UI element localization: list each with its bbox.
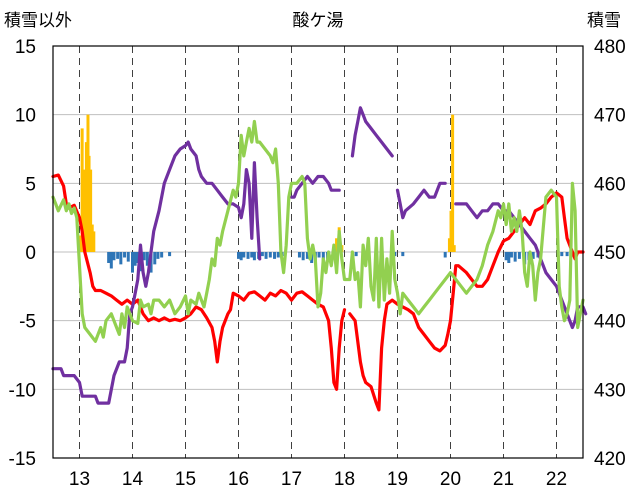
wind-line [51, 119, 585, 343]
negative-bar [301, 252, 305, 261]
precip-bar [87, 155, 91, 252]
x-tick-label: 18 [334, 469, 355, 490]
negative-bar [119, 252, 123, 265]
negative-bar [297, 252, 301, 258]
y-right-tick-label: 480 [594, 37, 626, 58]
negative-bar [250, 252, 254, 258]
x-tick-label: 19 [387, 469, 408, 490]
precip-bar [451, 114, 455, 253]
negative-bar [268, 252, 272, 258]
negative-bar [142, 252, 146, 261]
negative-bar [504, 252, 508, 261]
negative-bar [273, 252, 277, 259]
negative-bar [246, 252, 250, 259]
chart-title: 酸ケ湯 [293, 11, 344, 31]
negative-bar [305, 252, 309, 259]
y-left-tick-label: 0 [25, 243, 36, 264]
negative-bar [321, 252, 325, 262]
x-tick-label: 21 [493, 469, 514, 490]
x-tick-label: 20 [440, 469, 461, 490]
y-right-tick-label: 430 [594, 380, 626, 401]
negative-bar [239, 252, 243, 261]
precip-bar [89, 169, 93, 252]
negative-bar [513, 252, 517, 262]
temperature-line [348, 191, 585, 412]
temperature-line [51, 173, 347, 391]
negative-bar [354, 252, 358, 257]
y-right-axis-title: 積雪 [587, 11, 621, 31]
negative-bar [509, 252, 513, 258]
negative-bar [443, 252, 447, 258]
precip-bar [449, 210, 453, 252]
snow_depth-line [395, 181, 447, 220]
negative-bar [156, 252, 160, 259]
precip-bar [79, 235, 83, 252]
negative-bar [276, 252, 280, 258]
negative-bar [260, 252, 264, 257]
negative-bar [242, 252, 246, 258]
negative-bar [107, 252, 111, 263]
x-tick-label: 14 [122, 469, 144, 490]
negative-bar [168, 252, 172, 257]
precip-bar [90, 224, 94, 252]
negative-bar [160, 252, 164, 258]
plot-frame [52, 45, 584, 459]
negative-bar [565, 252, 569, 257]
negative-bar [401, 252, 405, 257]
y-left-tick-label: 10 [15, 106, 36, 127]
y-right-tick-label: 470 [594, 106, 626, 127]
y-left-tick-label: -15 [9, 449, 36, 470]
x-tick-label: 17 [281, 469, 302, 490]
negative-bar [126, 252, 130, 262]
precip-bar [80, 128, 84, 252]
y-right-tick-label: 440 [594, 312, 626, 333]
negative-bar [109, 252, 113, 269]
snow_depth-line [289, 174, 341, 199]
y-left-tick-label: -10 [9, 380, 36, 401]
precip-bar [452, 245, 456, 252]
snow_depth-line [454, 202, 588, 330]
precip-bar [447, 238, 451, 252]
negative-bar [317, 252, 321, 258]
negative-bar [264, 252, 268, 259]
precip-bar [83, 210, 87, 252]
negative-bar [133, 252, 137, 266]
snow_depth-line [350, 106, 394, 158]
x-tick-label: 15 [175, 469, 196, 490]
negative-bar [531, 252, 535, 259]
snow_depth-line [51, 140, 262, 405]
y-left-axis-title: 積雪以外 [4, 11, 72, 31]
x-tick-label: 22 [546, 469, 567, 490]
precip-bar [84, 142, 88, 252]
negative-bar [252, 252, 256, 261]
y-right-tick-label: 450 [594, 243, 626, 264]
negative-bar [560, 252, 564, 257]
negative-bar [517, 252, 521, 259]
x-tick-label: 13 [69, 469, 90, 490]
negative-bar [123, 252, 127, 258]
negative-bar [131, 252, 134, 273]
negative-bar [145, 252, 149, 266]
y-left-tick-label: 5 [25, 174, 36, 195]
y-right-tick-label: 420 [594, 449, 626, 470]
precip-bar [92, 231, 96, 252]
negative-bar [112, 252, 116, 261]
y-left-tick-label: 15 [15, 37, 36, 58]
x-tick-label: 16 [228, 469, 249, 490]
negative-bar [237, 252, 240, 259]
negative-bar [116, 252, 120, 259]
negative-bar [507, 252, 511, 263]
negative-bar [153, 252, 157, 265]
y-right-tick-label: 460 [594, 174, 626, 195]
negative-bar [136, 252, 140, 263]
y-left-tick-label: -5 [19, 312, 36, 333]
precip-bar [335, 238, 339, 252]
